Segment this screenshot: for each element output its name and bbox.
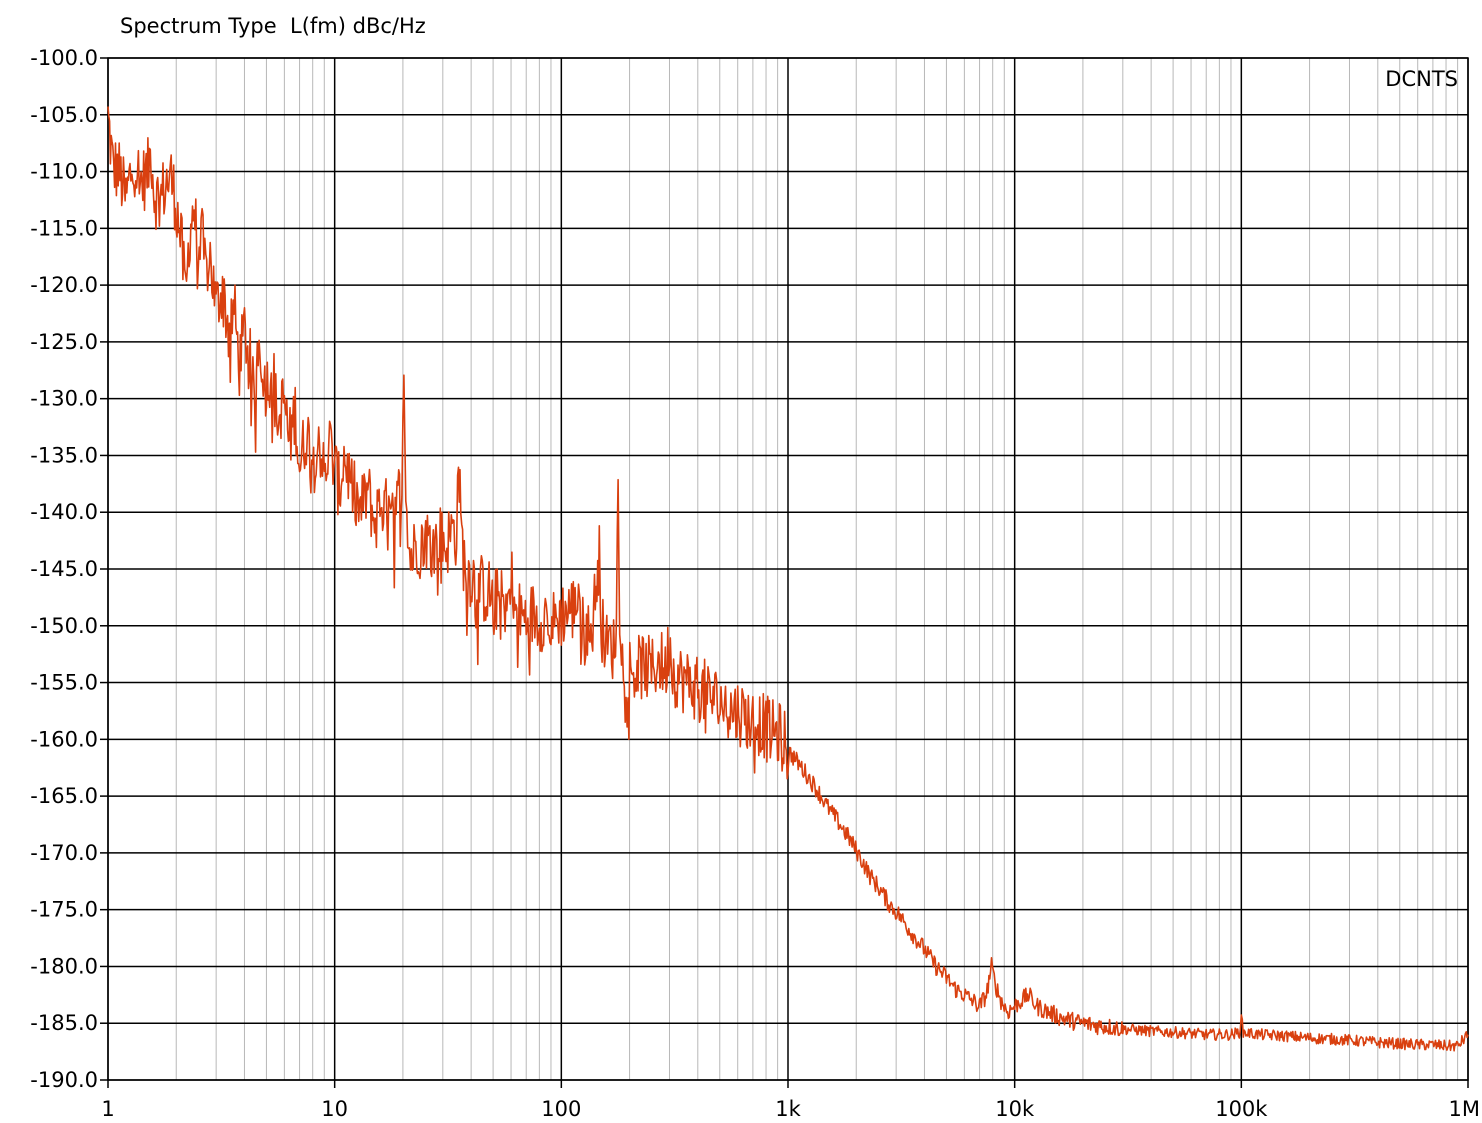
- y-tick-label: -145.0: [30, 557, 98, 581]
- y-tick-label: -165.0: [30, 784, 98, 808]
- series-line: [107, 106, 1469, 1052]
- y-tick-label: -125.0: [30, 330, 98, 354]
- y-tick-label: -170.0: [30, 841, 98, 865]
- y-tick-label: -150.0: [30, 614, 98, 638]
- x-tick-label: 1k: [775, 1097, 801, 1121]
- y-tick-label: -180.0: [30, 954, 98, 978]
- y-tick-label: -160.0: [30, 727, 98, 751]
- y-tick-label: -120.0: [30, 273, 98, 297]
- y-tick-label: -130.0: [30, 387, 98, 411]
- series-layer: [107, 106, 1469, 1052]
- x-tick-label: 10k: [995, 1097, 1035, 1121]
- y-tick-label: -190.0: [30, 1068, 98, 1092]
- major-grid: [107, 57, 1469, 1081]
- x-tick-label: 10: [321, 1097, 348, 1121]
- y-tick-label: -185.0: [30, 1011, 98, 1035]
- y-tick-label: -110.0: [30, 160, 98, 184]
- y-tick-label: -135.0: [30, 443, 98, 467]
- x-tick-label: 100k: [1215, 1097, 1268, 1121]
- y-tick-label: -140.0: [30, 500, 98, 524]
- y-tick-label: -115.0: [30, 216, 98, 240]
- x-tick-label: 1: [101, 1097, 114, 1121]
- x-tick-label: 1M: [1449, 1097, 1480, 1121]
- chart-title: Spectrum Type L(fm) dBc/Hz: [120, 14, 426, 38]
- y-axis: -100.0 -105.0 -110.0 -115.0 -120.0 -125.0 -130…: [30, 46, 108, 1092]
- y-tick-label: -175.0: [30, 898, 98, 922]
- y-tick-label: -105.0: [30, 103, 98, 127]
- annotation-label: DCNTS: [1385, 67, 1458, 91]
- x-axis: 1 10 100 1k 10k 100k 1M: [101, 1080, 1480, 1121]
- y-tick-label: -100.0: [30, 46, 98, 70]
- y-tick-label: -155.0: [30, 671, 98, 695]
- x-tick-label: 100: [541, 1097, 581, 1121]
